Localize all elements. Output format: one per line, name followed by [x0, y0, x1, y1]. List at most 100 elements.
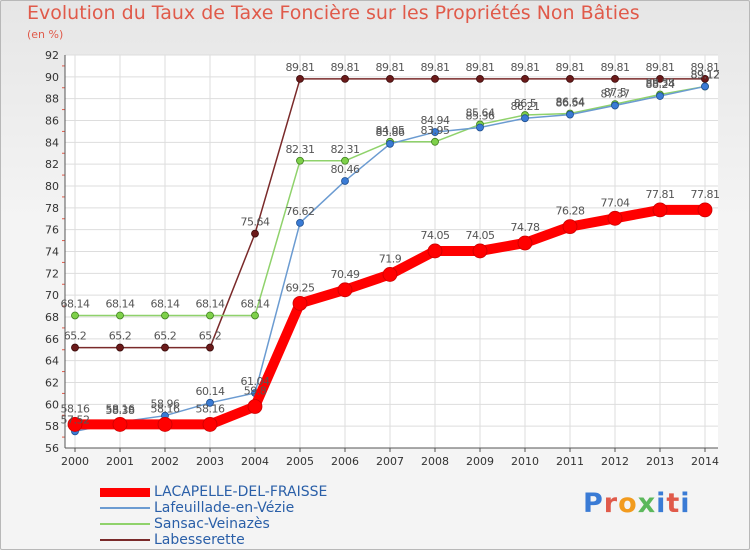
legend-swatch-lacapelle — [100, 487, 150, 497]
data-label: 89.81 — [466, 61, 495, 74]
series-point-2 — [161, 311, 169, 320]
series-point-0 — [292, 295, 308, 311]
data-label: 60.14 — [196, 385, 225, 398]
data-label: 89.81 — [646, 61, 675, 74]
legend-entry-lafeuillade[interactable]: Lafeuillade-en-Vézie — [100, 500, 327, 516]
legend-swatch-lafeuillade — [100, 507, 150, 509]
data-label: 83.95 — [421, 124, 450, 137]
data-label: 76.62 — [286, 205, 315, 218]
x-tick-label: 2013 — [646, 455, 674, 468]
series-point-0 — [607, 210, 623, 226]
series-point-3 — [566, 75, 574, 83]
y-tick-label: 72 — [45, 267, 59, 280]
data-label: 65.2 — [154, 330, 177, 343]
data-label: 86.21 — [511, 100, 540, 113]
x-tick-label: 2001 — [106, 455, 134, 468]
series-point-0 — [247, 399, 263, 414]
legend-label-lafeuillade: Lafeuillade-en-Vézie — [154, 500, 295, 516]
data-label: 82.31 — [286, 143, 315, 156]
x-tick-label: 2005 — [286, 455, 314, 468]
chart-legend: LACAPELLE-DEL-FRAISSE Lafeuillade-en-Véz… — [100, 484, 327, 548]
series-point-0 — [337, 282, 353, 298]
series-point-1 — [431, 128, 439, 136]
x-tick-label: 2007 — [376, 455, 404, 468]
data-label: 86.64 — [556, 96, 585, 109]
data-label: 89.81 — [331, 61, 360, 74]
data-label: 68.14 — [61, 297, 90, 310]
series-point-0 — [517, 235, 533, 251]
data-label: 71.9 — [379, 252, 402, 265]
series-point-3 — [656, 75, 664, 83]
data-label: 74.78 — [511, 221, 540, 234]
x-tick-label: 2003 — [196, 455, 224, 468]
series-point-2 — [341, 156, 349, 165]
series-point-2 — [431, 137, 439, 146]
series-point-1 — [566, 110, 574, 119]
data-label: 57.52 — [61, 413, 90, 426]
series-point-0 — [112, 417, 128, 432]
data-label: 59.8 — [244, 385, 267, 398]
legend-swatch-sansac — [100, 523, 150, 525]
legend-label-sansac: Sansac-Veinazès — [154, 516, 270, 532]
series-point-3 — [521, 75, 529, 83]
data-label: 69.25 — [286, 281, 315, 294]
data-label: 84.05 — [376, 124, 405, 137]
y-tick-label: 84 — [45, 136, 59, 149]
series-point-3 — [71, 343, 79, 352]
series-point-3 — [431, 75, 439, 83]
series-point-0 — [427, 243, 443, 259]
data-label: 74.05 — [421, 229, 450, 242]
y-tick-label: 76 — [45, 224, 59, 237]
series-point-0 — [472, 243, 488, 259]
data-label: 58.96 — [151, 398, 180, 411]
series-point-3 — [251, 229, 259, 238]
y-tick-label: 64 — [45, 355, 59, 368]
chart-title: Evolution du Taux de Taxe Foncière sur l… — [27, 2, 640, 24]
x-tick-label: 2014 — [691, 455, 719, 468]
chart-subtitle: (en %) — [27, 28, 64, 41]
series-point-0 — [562, 219, 578, 235]
legend-swatch-labesserette — [100, 539, 150, 541]
series-point-2 — [251, 311, 259, 320]
y-tick-label: 62 — [45, 377, 59, 390]
series-point-3 — [476, 75, 484, 83]
y-tick-label: 68 — [45, 311, 59, 324]
x-tick-label: 2010 — [511, 455, 539, 468]
data-label: 88.24 — [646, 78, 675, 91]
data-label: 77.81 — [646, 188, 675, 201]
x-tick-label: 2009 — [466, 455, 494, 468]
y-tick-label: 88 — [45, 93, 59, 106]
series-point-1 — [296, 218, 304, 227]
y-tick-label: 70 — [45, 289, 59, 302]
data-label: 68.14 — [106, 297, 135, 310]
proxiti-logo: Proxiti — [583, 488, 691, 519]
series-point-1 — [476, 123, 484, 132]
legend-entry-sansac[interactable]: Sansac-Veinazès — [100, 516, 327, 532]
y-tick-label: 74 — [45, 246, 59, 259]
y-tick-label: 60 — [45, 398, 59, 411]
series-point-1 — [386, 139, 394, 148]
x-tick-label: 2012 — [601, 455, 629, 468]
series-point-3 — [341, 75, 349, 83]
series-point-3 — [206, 343, 214, 352]
series-point-0 — [67, 417, 83, 432]
series-point-1 — [341, 177, 349, 185]
data-label: 87.5 — [604, 86, 627, 99]
y-tick-label: 78 — [45, 202, 59, 215]
data-label: 89.81 — [421, 61, 450, 74]
x-tick-label: 2011 — [556, 455, 584, 468]
series-point-3 — [116, 343, 124, 352]
series-point-0 — [157, 417, 173, 432]
legend-entry-lacapelle[interactable]: LACAPELLE-DEL-FRAISSE — [100, 484, 327, 500]
series-point-1 — [611, 101, 619, 110]
data-label: 58.38 — [106, 404, 135, 417]
data-label: 58.16 — [151, 402, 180, 415]
legend-entry-labesserette[interactable]: Labesserette — [100, 532, 327, 548]
series-point-0 — [697, 202, 713, 218]
x-tick-label: 2008 — [421, 455, 449, 468]
data-label: 83.86 — [376, 126, 405, 139]
data-label: 58.16 — [196, 402, 225, 415]
series-point-1 — [656, 92, 664, 100]
data-label: 65.2 — [109, 330, 132, 343]
data-label: 65.2 — [64, 330, 87, 343]
